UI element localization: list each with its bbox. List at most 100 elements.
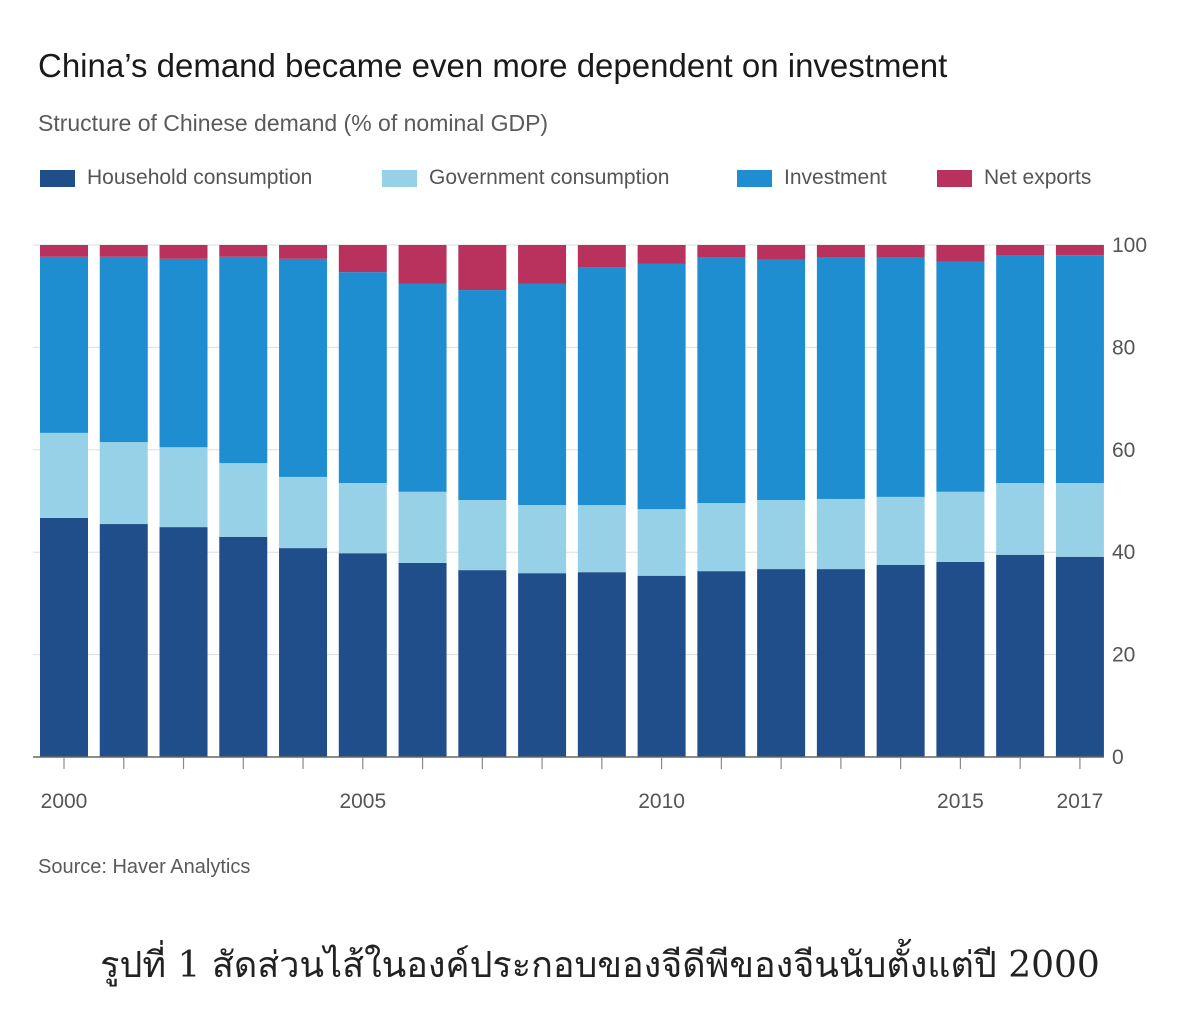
bar-2015-investment xyxy=(936,261,985,492)
bar-2017-investment xyxy=(1055,255,1104,484)
y-tick-label-60: 60 xyxy=(1112,439,1135,462)
bar-stack-2017 xyxy=(1055,245,1104,757)
bar-2000-government-consumption xyxy=(40,432,88,518)
y-axis-labels: 0 20 40 60 80 100 xyxy=(1112,234,1147,769)
chart-subtitle: Structure of Chinese demand (% of nomina… xyxy=(38,110,549,136)
bar-stack-2004 xyxy=(279,245,328,757)
bars xyxy=(40,245,1104,757)
bar-2015-net-exports xyxy=(936,245,985,262)
x-tick-label-2005: 2005 xyxy=(339,790,386,813)
bar-stack-2002 xyxy=(159,245,208,757)
bar-2007-net-exports xyxy=(458,245,507,291)
bar-2002-investment xyxy=(159,258,208,448)
bar-2013-government-consumption xyxy=(816,498,865,570)
bar-2013-household-consumption xyxy=(816,569,865,757)
bar-stack-2015 xyxy=(936,245,985,757)
bar-2010-net-exports xyxy=(637,245,686,264)
bar-2005-household-consumption xyxy=(338,553,387,757)
bar-2006-net-exports xyxy=(398,245,447,284)
bar-2016-net-exports xyxy=(996,245,1045,256)
bar-2017-government-consumption xyxy=(1055,483,1104,557)
bar-2011-government-consumption xyxy=(697,503,746,572)
bar-2004-net-exports xyxy=(279,245,328,259)
bar-stack-2008 xyxy=(518,245,567,757)
legend-item-net-exports: Net exports xyxy=(937,164,1091,192)
bar-2013-net-exports xyxy=(816,245,865,258)
bar-2002-household-consumption xyxy=(159,527,208,757)
bar-2014-net-exports xyxy=(876,245,925,258)
bar-2008-investment xyxy=(518,283,567,506)
bar-2000-investment xyxy=(40,256,88,433)
bar-2007-investment xyxy=(458,290,507,500)
y-tick-label-100: 100 xyxy=(1112,234,1147,257)
bar-stack-2014 xyxy=(876,245,925,757)
x-tick-label-2010: 2010 xyxy=(638,790,685,813)
x-axis-labels: 2000 2005 2010 2015 2017 xyxy=(41,790,1104,813)
bar-2004-government-consumption xyxy=(279,476,328,549)
bar-2009-investment xyxy=(577,267,626,506)
bar-2016-household-consumption xyxy=(996,554,1045,757)
x-tick-label-2015: 2015 xyxy=(937,790,984,813)
bar-2013-investment xyxy=(816,257,865,499)
bar-2009-net-exports xyxy=(577,245,626,268)
figure-caption: รูปที่ 1 สัดส่วนไส้ในองค์ประกอบของจีดีพี… xyxy=(100,945,1100,986)
y-tick-label-40: 40 xyxy=(1112,541,1135,564)
bar-stack-2006 xyxy=(398,245,447,757)
bar-stack-2003 xyxy=(219,245,268,757)
bar-2003-investment xyxy=(219,256,268,464)
y-tick-label-80: 80 xyxy=(1112,336,1135,359)
bar-2003-government-consumption xyxy=(219,463,268,537)
bar-stack-2011 xyxy=(697,245,746,757)
bar-2012-government-consumption xyxy=(757,499,806,570)
bar-2017-net-exports xyxy=(1055,245,1104,256)
bar-stack-2016 xyxy=(996,245,1045,757)
y-tick-label-0: 0 xyxy=(1112,746,1124,769)
bar-2011-household-consumption xyxy=(697,571,746,757)
legend-swatch-investment xyxy=(737,169,772,187)
bar-2006-government-consumption xyxy=(398,491,447,563)
bar-2015-household-consumption xyxy=(936,561,985,757)
bar-2010-government-consumption xyxy=(637,509,686,576)
legend-item-government-consumption: Government consumption xyxy=(382,164,669,192)
chart-title: China’s demand became even more dependen… xyxy=(38,47,948,84)
bar-2014-government-consumption xyxy=(876,496,925,565)
bar-2007-government-consumption xyxy=(458,499,507,571)
bar-2012-investment xyxy=(757,259,806,500)
bar-2005-net-exports xyxy=(338,245,387,273)
x-axis-ticks xyxy=(63,757,1081,769)
bar-2012-net-exports xyxy=(757,245,806,260)
legend-label-investment: Investment xyxy=(784,166,887,189)
legend-label-net-exports: Net exports xyxy=(984,166,1092,189)
bar-2016-investment xyxy=(996,255,1045,484)
bar-stack-2012 xyxy=(757,245,806,757)
bar-2009-government-consumption xyxy=(577,505,626,573)
bar-2005-government-consumption xyxy=(338,483,387,554)
bar-2001-household-consumption xyxy=(99,524,148,757)
bar-2000-net-exports xyxy=(40,245,88,257)
bar-2008-household-consumption xyxy=(518,573,567,757)
bar-stack-2001 xyxy=(99,245,148,757)
legend-label-household-consumption: Household consumption xyxy=(87,166,313,189)
bar-stack-2013 xyxy=(816,245,865,757)
bar-2001-net-exports xyxy=(99,245,148,257)
bar-2017-household-consumption xyxy=(1055,556,1104,757)
bar-2010-investment xyxy=(637,263,686,510)
bar-2007-household-consumption xyxy=(458,570,507,757)
x-tick-label-2000: 2000 xyxy=(41,790,88,813)
bar-2003-net-exports xyxy=(219,245,268,257)
bar-2002-net-exports xyxy=(159,245,208,259)
legend-swatch-net-exports xyxy=(937,169,972,187)
bar-2001-government-consumption xyxy=(99,442,148,525)
bar-2008-government-consumption xyxy=(518,505,567,574)
bar-2011-investment xyxy=(697,257,746,504)
bar-2000-household-consumption xyxy=(40,517,88,757)
bar-2005-investment xyxy=(338,272,387,484)
bar-2003-household-consumption xyxy=(219,536,268,757)
legend-item-investment: Investment xyxy=(737,164,887,192)
bar-2010-household-consumption xyxy=(637,575,686,757)
bar-2002-government-consumption xyxy=(159,447,208,528)
y-tick-label-20: 20 xyxy=(1112,644,1135,667)
bar-2014-household-consumption xyxy=(876,565,925,757)
legend-swatch-household-consumption xyxy=(40,169,75,187)
bar-stack-2009 xyxy=(577,245,626,757)
